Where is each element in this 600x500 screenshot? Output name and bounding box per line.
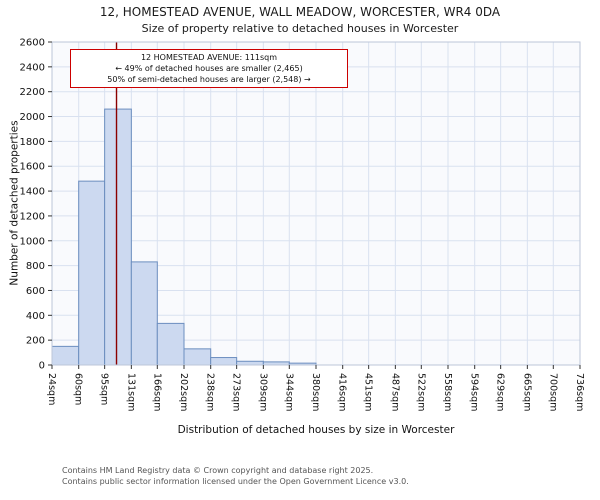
histogram-bar bbox=[156, 322, 185, 366]
x-tick-label: 451sqm bbox=[363, 373, 374, 411]
y-tick-label: 600 bbox=[26, 286, 45, 297]
x-tick-label: 131sqm bbox=[125, 373, 136, 411]
x-tick-label: 487sqm bbox=[389, 373, 400, 411]
x-tick-label: 736sqm bbox=[574, 373, 585, 411]
x-tick-label: 344sqm bbox=[283, 373, 294, 411]
histogram-bar bbox=[183, 348, 212, 366]
x-tick-label: 594sqm bbox=[469, 373, 480, 411]
annotation-box: 12 HOMESTEAD AVENUE: 111sqm ← 49% of det… bbox=[70, 49, 348, 88]
y-tick-label: 2600 bbox=[20, 38, 45, 49]
y-tick-label: 2000 bbox=[20, 112, 45, 123]
histogram-bar bbox=[236, 360, 264, 366]
x-tick-label: 629sqm bbox=[495, 373, 506, 411]
y-tick-label: 2200 bbox=[20, 87, 45, 98]
x-tick-label: 665sqm bbox=[521, 373, 532, 411]
y-tick-label: 400 bbox=[26, 311, 45, 322]
y-tick-label: 1000 bbox=[20, 236, 45, 247]
x-tick-label: 700sqm bbox=[547, 373, 558, 411]
x-tick-label: 380sqm bbox=[310, 373, 321, 411]
x-tick-label: 273sqm bbox=[231, 373, 242, 411]
y-tick-label: 1200 bbox=[20, 211, 45, 222]
histogram-bar bbox=[104, 108, 132, 366]
x-tick-label: 60sqm bbox=[73, 373, 84, 405]
annotation-line3: 50% of semi-detached houses are larger (… bbox=[107, 75, 311, 84]
y-tick-label: 2400 bbox=[20, 62, 45, 73]
chart-title: 12, HOMESTEAD AVENUE, WALL MEADOW, WORCE… bbox=[99, 5, 501, 19]
x-tick-label: 166sqm bbox=[151, 373, 162, 411]
x-tick-label: 24sqm bbox=[46, 373, 57, 405]
x-tick-label: 558sqm bbox=[442, 373, 453, 411]
histogram-bar bbox=[210, 357, 238, 366]
histogram-bar bbox=[51, 345, 80, 366]
annotation-line1: 12 HOMESTEAD AVENUE: 111sqm bbox=[140, 53, 278, 62]
y-tick-label: 1800 bbox=[20, 137, 45, 148]
x-tick-label: 202sqm bbox=[178, 373, 189, 411]
x-tick-label: 95sqm bbox=[99, 373, 110, 405]
histogram-bar bbox=[78, 180, 106, 366]
footer-line2: Contains public sector information licen… bbox=[62, 476, 409, 486]
footer: Contains HM Land Registry data © Crown c… bbox=[62, 466, 409, 487]
x-tick-label: 522sqm bbox=[415, 373, 426, 411]
chart-subtitle: Size of property relative to detached ho… bbox=[141, 22, 459, 35]
y-tick-label: 200 bbox=[26, 336, 45, 347]
y-tick-label: 0 bbox=[39, 361, 45, 372]
x-tick-label: 238sqm bbox=[205, 373, 216, 411]
y-tick-label: 1600 bbox=[20, 162, 45, 173]
y-tick-label: 1400 bbox=[20, 187, 45, 198]
histogram-bar bbox=[130, 261, 158, 366]
y-axis-label: Number of detached properties bbox=[8, 120, 21, 286]
x-tick-label: 416sqm bbox=[337, 373, 348, 411]
annotation-line2: ← 49% of detached houses are smaller (2,… bbox=[115, 64, 303, 73]
footer-line1: Contains HM Land Registry data © Crown c… bbox=[62, 466, 374, 475]
y-tick-label: 800 bbox=[26, 261, 45, 272]
x-axis-label: Distribution of detached houses by size … bbox=[177, 424, 455, 436]
x-tick-label: 309sqm bbox=[257, 373, 268, 411]
